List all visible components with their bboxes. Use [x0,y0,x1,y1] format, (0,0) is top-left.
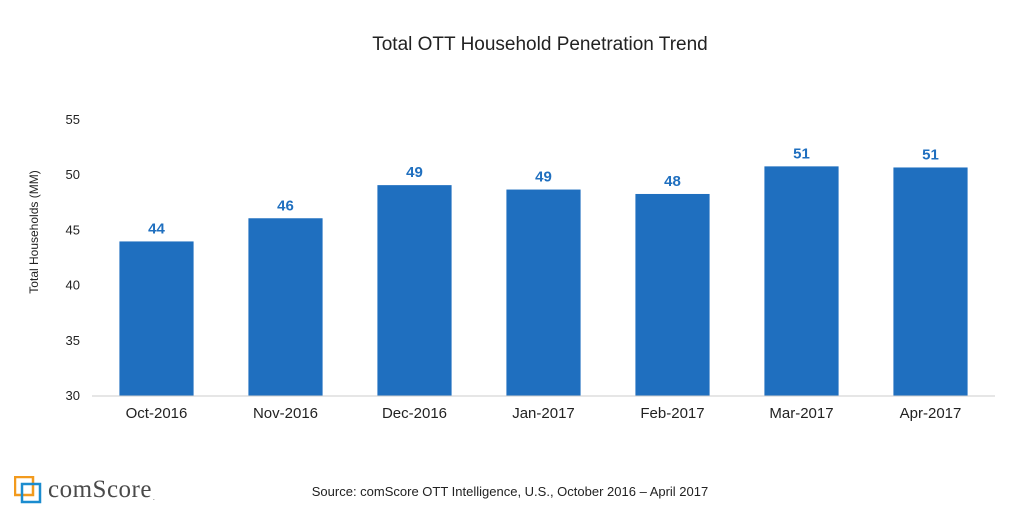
comscore-logo-icon [14,476,42,504]
bar-value-label: 48 [664,173,681,190]
comscore-logo: comScore. [14,476,155,504]
y-tick-label: 55 [66,112,80,127]
bar [893,167,968,396]
bar-value-label: 49 [535,169,552,186]
y-tick-label: 50 [66,167,80,182]
bar-value-label: 49 [406,164,423,181]
y-tick-label: 45 [66,222,80,237]
x-tick-label: Dec-2016 [382,405,447,422]
bar-value-label: 51 [922,146,939,163]
x-axis-ticks: Oct-2016 Nov-2016 Dec-2016 Jan-2017 Feb-2017… [126,405,962,422]
x-tick-label: Mar-2017 [769,405,833,422]
x-tick-label: Oct-2016 [126,405,188,422]
y-tick-label: 40 [66,278,80,293]
y-axis-ticks: 55 50 45 40 35 30 [66,112,80,403]
x-tick-label: Apr-2017 [900,405,962,422]
y-tick-label: 30 [66,388,80,403]
y-tick-label: 35 [66,333,80,348]
bar-value-label: 51 [793,145,810,162]
chart-title: Total OTT Household Penetration Trend [372,34,708,55]
bar [764,166,839,396]
x-tick-label: Nov-2016 [253,405,318,422]
y-axis-label: Total Households (MM) [27,170,41,293]
brand-name: comScore. [48,476,156,503]
source-note: Source: comScore OTT Intelligence, U.S.,… [311,484,709,499]
x-tick-label: Jan-2017 [512,405,575,422]
bars-group [119,166,968,396]
x-tick-label: Feb-2017 [640,405,704,422]
bar-value-label: 46 [277,197,294,214]
bar-value-label: 44 [148,220,165,237]
bar [377,185,452,396]
data-labels-group: 44 46 49 49 48 51 51 [148,145,939,237]
bar [119,241,194,396]
bar [248,218,323,396]
bar [635,193,710,396]
bar [506,189,581,396]
